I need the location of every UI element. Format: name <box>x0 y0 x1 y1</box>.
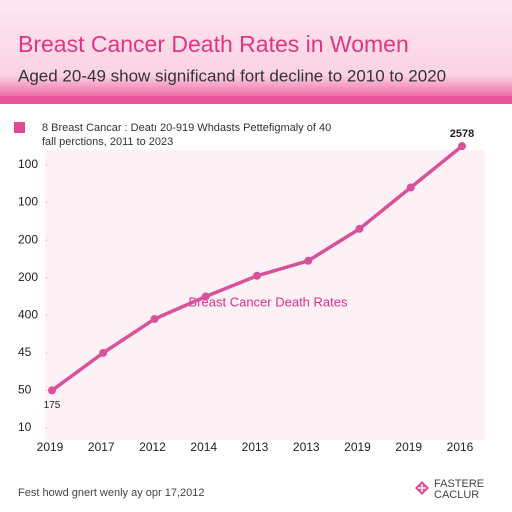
x-tick-label: 2013 <box>242 440 269 454</box>
annotation: 2578 <box>450 128 474 140</box>
x-tick-label: 2016 <box>447 440 474 454</box>
data-point <box>201 292 210 301</box>
logo-icon <box>412 478 432 498</box>
y-tick-label: 50 <box>18 383 32 397</box>
chart-subtitle: Aged 20-49 show significand fort decline… <box>18 66 446 85</box>
data-point <box>150 315 159 324</box>
legend-text: fall perctions, 2011 to 2023 <box>42 136 173 148</box>
data-point <box>99 348 108 357</box>
x-tick-label: 2014 <box>190 440 217 454</box>
y-tick-label: 100 <box>18 195 38 209</box>
x-tick-label: 2019 <box>37 440 64 454</box>
plot-area <box>45 150 485 440</box>
series-label: Breast Cancer Death Rates <box>189 294 348 309</box>
x-tick-label: 2019 <box>395 440 422 454</box>
y-tick-label: 200 <box>18 232 38 246</box>
x-tick-label: 2013 <box>293 440 320 454</box>
legend-swatch <box>14 122 25 133</box>
y-tick-label: 400 <box>18 307 38 321</box>
logo-text: CACLUR <box>434 489 479 501</box>
annotation: 175 <box>44 400 61 411</box>
legend-text: 8 Breast Cancar : Deatı 20-919 Whdasts P… <box>42 122 331 134</box>
logo: FASTERE CACLUR <box>412 478 484 501</box>
data-point <box>458 142 466 151</box>
x-tick-label: 2019 <box>344 440 371 454</box>
x-tick-label: 2012 <box>139 440 166 454</box>
data-point <box>406 183 415 192</box>
x-tick-label: 2017 <box>88 440 115 454</box>
chart-title: Breast Cancer Death Rates in Women <box>18 31 409 57</box>
y-tick-label: 100 <box>18 157 38 171</box>
data-point <box>253 271 261 280</box>
header-stripe <box>0 96 512 104</box>
header-band <box>0 0 512 100</box>
y-tick-label: 200 <box>18 270 38 284</box>
y-tick-label: 45 <box>18 345 32 359</box>
logo-text: FASTERE <box>434 478 484 490</box>
y-tick-label: 10 <box>18 420 32 434</box>
data-point <box>355 224 364 233</box>
data-point <box>48 386 56 395</box>
footer: Fest howd gnert wenly ay opr 17,2012 <box>18 487 205 499</box>
data-point <box>304 256 313 265</box>
